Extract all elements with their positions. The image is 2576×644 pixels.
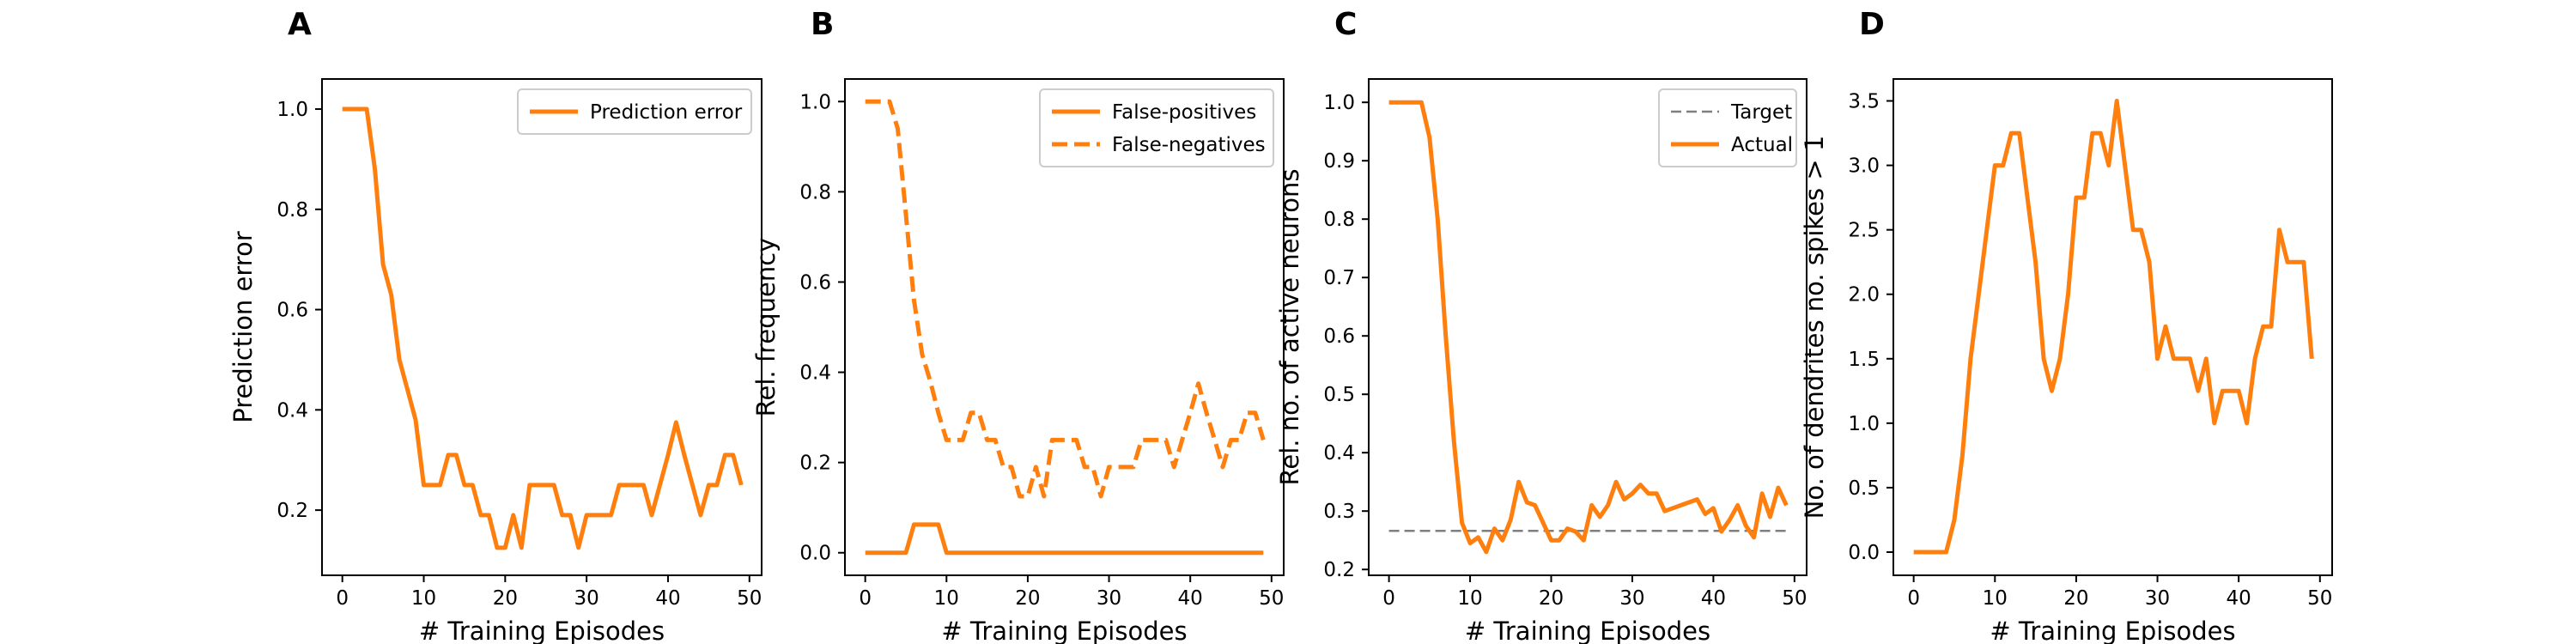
y-tick-label: 0.6	[799, 271, 831, 294]
series-line-false-positives	[865, 522, 1264, 556]
legend: False-positives False-negatives	[1039, 88, 1274, 167]
panel-d: D 0 10 20 30 40 50 0.0 0.5 1.0 1.5 2.0 2.5 3.0 3.5 # Tr…	[1800, 7, 2333, 644]
x-tick-label: 30	[574, 587, 599, 610]
y-tick-label: 1.5	[1848, 349, 1880, 371]
x-tick-label: 40	[2227, 587, 2251, 610]
y-tick-label: 0.5	[1323, 384, 1355, 406]
y-tick-label: 0.0	[1848, 542, 1880, 564]
x-tick-label: 50	[1259, 587, 1284, 610]
x-tick-label: 40	[655, 587, 680, 610]
legend-entry: Actual	[1731, 134, 1793, 156]
x-tick-label: 40	[1701, 587, 1726, 610]
x-tick-label: 20	[1539, 587, 1564, 610]
y-axis-label: No. of dendrites no. spikes > 1	[1800, 136, 1829, 519]
y-tick-label: 0.8	[1323, 209, 1355, 231]
y-tick-label: 0.2	[1323, 559, 1355, 581]
x-tick-label: 30	[2145, 587, 2170, 610]
y-tick-label: 0.0	[799, 543, 831, 565]
x-tick-label: 30	[1097, 587, 1121, 610]
legend-box	[1039, 88, 1274, 167]
y-tick-label: 0.5	[1848, 477, 1880, 500]
x-tick-label: 0	[1382, 587, 1395, 610]
x-tick-label: 10	[1457, 587, 1482, 610]
series-line-actual	[1388, 100, 1789, 555]
y-tick-label: 2.0	[1848, 284, 1880, 307]
y-tick-label: 0.4	[799, 362, 831, 385]
y-axis-label: Rel. frequency	[751, 238, 781, 417]
x-axis-label: # Training Episodes	[1990, 617, 2235, 644]
legend: Target Actual	[1658, 88, 1797, 167]
x-tick-label: 0	[1907, 587, 1920, 610]
legend-box	[517, 88, 752, 135]
x-tick-label: 0	[859, 587, 872, 610]
panel-b: B 0 10 20 30 40 50 0.0 0.2 0.4 0.6 0.8 1.0 # Training…	[751, 7, 1285, 644]
y-tick-label: 1.0	[1323, 92, 1355, 114]
x-tick-label: 30	[1619, 587, 1644, 610]
x-tick-label: 0	[336, 587, 349, 610]
y-tick-label: 3.0	[1848, 155, 1880, 178]
y-axis-label: Rel. no. of active neurons	[1275, 169, 1304, 486]
y-tick-label: 0.4	[1323, 442, 1355, 465]
axes-frame	[844, 78, 1285, 576]
panel-label: C	[1334, 7, 1357, 42]
x-tick-label: 20	[2063, 587, 2088, 610]
y-tick-label: 1.0	[1848, 413, 1880, 435]
x-axis-label: # Training Episodes	[419, 617, 665, 644]
y-tick-label: 0.3	[1323, 501, 1355, 523]
y-tick-label: 0.7	[1323, 267, 1355, 289]
series-line-prediction-error	[342, 106, 744, 550]
panel-label: A	[288, 7, 312, 42]
x-axis-label: # Training Episodes	[1465, 617, 1710, 644]
y-tick-label: 0.6	[1323, 325, 1355, 348]
y-tick-label: 0.8	[799, 181, 831, 204]
x-axis-label: # Training Episodes	[941, 617, 1187, 644]
axes-frame	[321, 78, 762, 576]
x-tick-label: 40	[1178, 587, 1203, 610]
y-tick-label: 0.2	[799, 453, 831, 475]
x-tick-label: 50	[737, 587, 762, 610]
y-tick-label: 1.0	[799, 91, 831, 113]
series-line-false-negatives	[865, 99, 1266, 499]
legend-entry: Target	[1730, 101, 1792, 124]
y-tick-label: 2.5	[1848, 220, 1880, 242]
x-tick-label: 50	[1782, 587, 1807, 610]
series-line-value	[1913, 99, 2314, 555]
panel-label: B	[811, 7, 834, 42]
figure-panels: A 0 10 20 30 40 50 0.2 0.4 0.6 0.8 1.0 # Training Ep…	[228, 7, 2333, 644]
legend-entry: Prediction error	[590, 101, 743, 124]
legend: Prediction error	[517, 88, 752, 135]
y-tick-label: 3.5	[1848, 91, 1880, 113]
x-tick-label: 50	[2307, 587, 2332, 610]
panel-label: D	[1859, 7, 1885, 42]
x-tick-label: 10	[934, 587, 959, 610]
legend-box	[1658, 88, 1797, 167]
y-tick-label: 0.9	[1323, 150, 1355, 173]
panel-c: C 0 10 20 30 40 50 0.2 0.3 0.4 0.5 0.6 0.7 0.8 0.9 1.0 #…	[1275, 7, 1807, 644]
y-tick-label: 1.0	[276, 99, 308, 121]
panel-a: A 0 10 20 30 40 50 0.2 0.4 0.6 0.8 1.0 # Training Ep…	[228, 7, 762, 644]
x-tick-label: 20	[493, 587, 518, 610]
x-tick-label: 20	[1015, 587, 1040, 610]
x-tick-label: 10	[1983, 587, 2008, 610]
y-tick-label: 0.8	[276, 199, 308, 222]
y-tick-label: 0.6	[276, 300, 308, 322]
axes-frame	[1893, 78, 2333, 576]
y-axis-label: Prediction error	[228, 231, 258, 423]
legend-entry: False-negatives	[1112, 134, 1266, 156]
legend-entry: False-positives	[1112, 101, 1256, 124]
y-tick-label: 0.4	[276, 399, 308, 422]
y-tick-label: 0.2	[276, 500, 308, 522]
x-tick-label: 10	[411, 587, 436, 610]
axes-frame	[1368, 78, 1807, 576]
